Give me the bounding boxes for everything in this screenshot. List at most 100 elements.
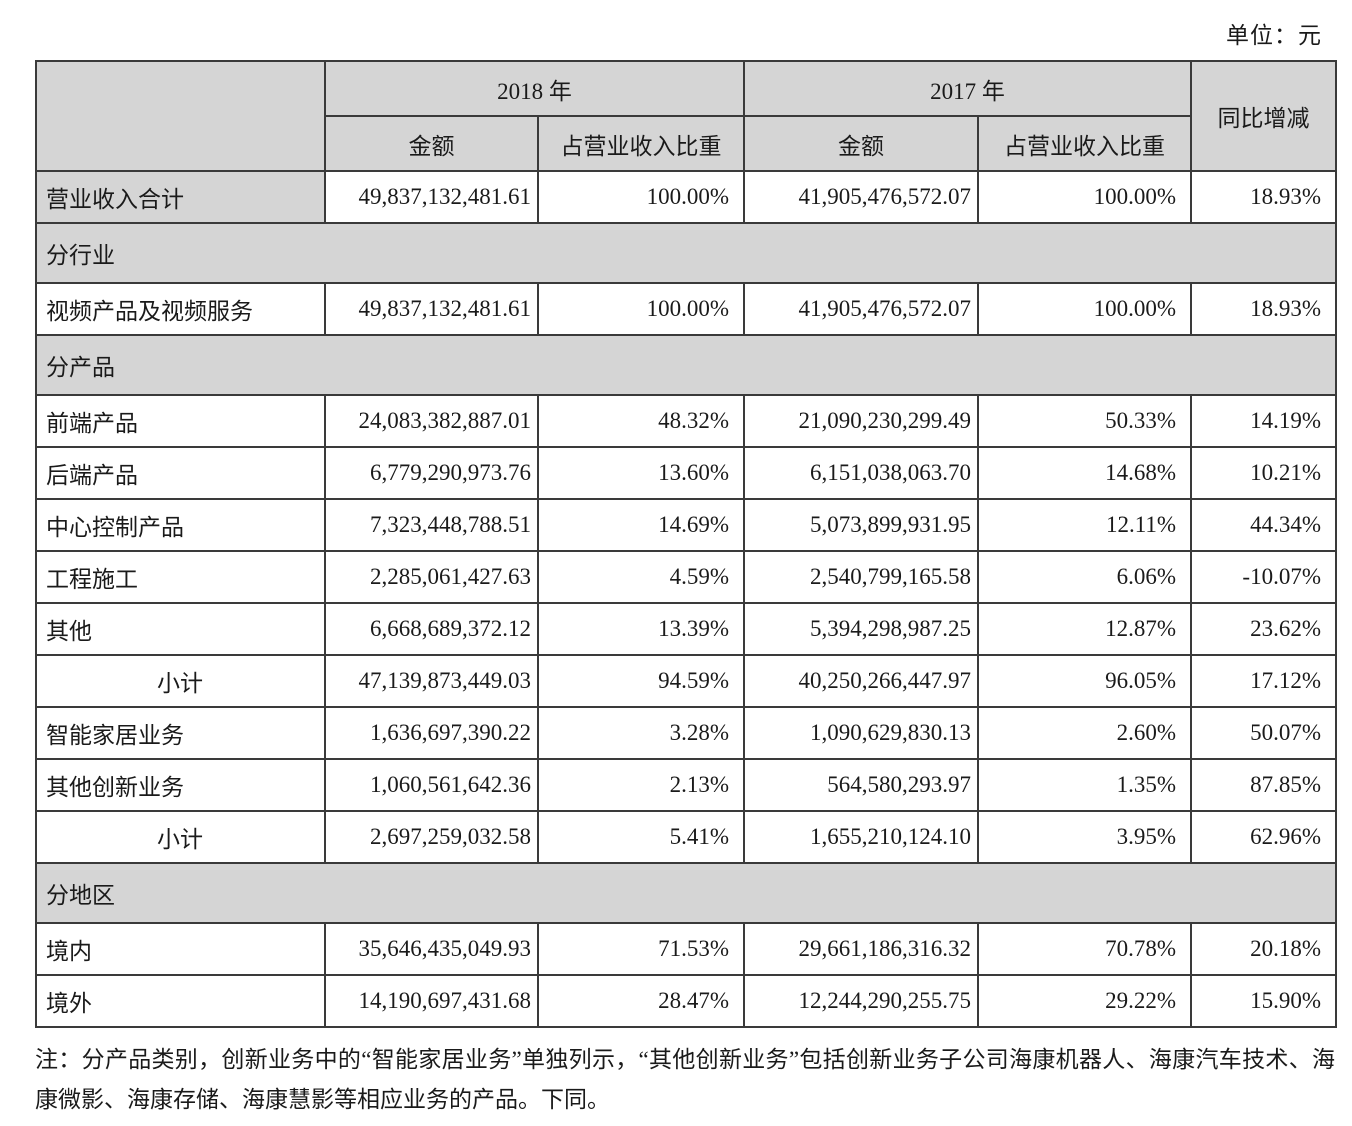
ratio-2018-cell: 13.60% — [537, 446, 745, 500]
amount-2018-cell: 2,285,061,427.63 — [324, 550, 539, 604]
table-row: 后端产品 6,779,290,973.76 13.60% 6,151,038,0… — [35, 446, 1337, 500]
table-row: 其他创新业务 1,060,561,642.36 2.13% 564,580,29… — [35, 758, 1337, 812]
table-row-subtotal: 小计 2,697,259,032.58 5.41% 1,655,210,124.… — [35, 810, 1337, 864]
amount-2017-cell: 12,244,290,255.75 — [743, 974, 979, 1028]
amount-2017-cell: 1,090,629,830.13 — [743, 706, 979, 760]
ratio-2017-cell: 1.35% — [977, 758, 1192, 812]
row-label: 视频产品及视频服务 — [35, 282, 326, 336]
ratio-2017-cell: 29.22% — [977, 974, 1192, 1028]
table-row: 智能家居业务 1,636,697,390.22 3.28% 1,090,629,… — [35, 706, 1337, 760]
header-row-years: 2018 年 2017 年 同比增减 — [35, 60, 1337, 172]
row-label: 工程施工 — [35, 550, 326, 604]
yoy-cell: 44.34% — [1190, 498, 1337, 552]
table-body: 营业收入合计 49,837,132,481.61 100.00% 41,905,… — [35, 170, 1337, 1028]
amount-2018-cell: 49,837,132,481.61 — [324, 170, 539, 224]
section-label: 分地区 — [35, 862, 1337, 924]
ratio-2018-cell: 28.47% — [537, 974, 745, 1028]
row-label: 后端产品 — [35, 446, 326, 500]
section-row-industry: 分行业 — [35, 222, 1337, 284]
ratio-2017-cell: 14.68% — [977, 446, 1192, 500]
footnote: 注：分产品类别，创新业务中的“智能家居业务”单独列示，“其他创新业务”包括创新业… — [35, 1047, 1335, 1112]
unit-label: 单位：元 — [1226, 23, 1322, 48]
header-row-metrics: 金额 占营业收入比重 金额 占营业收入比重 — [36, 115, 1336, 172]
yoy-cell: 10.21% — [1190, 446, 1337, 500]
ratio-2018-cell: 100.00% — [537, 170, 745, 224]
row-label: 境内 — [35, 922, 326, 976]
table-row-subtotal: 小计 47,139,873,449.03 94.59% 40,250,266,4… — [35, 654, 1337, 708]
ratio-2018-cell: 14.69% — [537, 498, 745, 552]
ratio-2018-cell: 71.53% — [537, 922, 745, 976]
year-2018-header: 2018 年 — [324, 60, 745, 117]
ratio-2018-cell: 3.28% — [537, 706, 745, 760]
row-label: 其他 — [35, 602, 326, 656]
yoy-cell: 62.96% — [1190, 810, 1337, 864]
ratio-2017-cell: 100.00% — [977, 170, 1192, 224]
yoy-cell: 18.93% — [1190, 282, 1337, 336]
amount-2017-cell: 21,090,230,299.49 — [743, 394, 979, 448]
ratio-2017-cell: 96.05% — [977, 654, 1192, 708]
ratio-2018-cell: 100.00% — [537, 282, 745, 336]
row-label: 境外 — [35, 974, 326, 1028]
row-label: 智能家居业务 — [35, 706, 326, 760]
row-label: 营业收入合计 — [35, 170, 326, 224]
row-label: 其他创新业务 — [35, 758, 326, 812]
amount-2018-cell: 47,139,873,449.03 — [324, 654, 539, 708]
yoy-cell: 87.85% — [1190, 758, 1337, 812]
amount-2017-cell: 2,540,799,165.58 — [743, 550, 979, 604]
yoy-cell: 23.62% — [1190, 602, 1337, 656]
ratio-2018-cell: 94.59% — [537, 654, 745, 708]
table-row: 中心控制产品 7,323,448,788.51 14.69% 5,073,899… — [35, 498, 1337, 552]
yoy-cell: -10.07% — [1190, 550, 1337, 604]
row-label: 前端产品 — [35, 394, 326, 448]
section-row-product: 分产品 — [35, 334, 1337, 396]
yoy-header: 同比增减 — [1190, 60, 1337, 172]
ratio-2017-header: 占营业收入比重 — [977, 115, 1192, 172]
table-row: 其他 6,668,689,372.12 13.39% 5,394,298,987… — [35, 602, 1337, 656]
amount-2018-cell: 24,083,382,887.01 — [324, 394, 539, 448]
ratio-2018-cell: 4.59% — [537, 550, 745, 604]
amount-2018-cell: 14,190,697,431.68 — [324, 974, 539, 1028]
section-label: 分产品 — [35, 334, 1337, 396]
table-row-total: 营业收入合计 49,837,132,481.61 100.00% 41,905,… — [35, 170, 1337, 224]
table-row: 工程施工 2,285,061,427.63 4.59% 2,540,799,16… — [35, 550, 1337, 604]
row-label: 小计 — [35, 654, 326, 708]
section-label: 分行业 — [35, 222, 1337, 284]
table-header: 2018 年 2017 年 同比增减 金额 占营业收入比重 金额 占营业收入比重 — [35, 60, 1337, 172]
yoy-cell: 14.19% — [1190, 394, 1337, 448]
amount-2018-cell: 35,646,435,049.93 — [324, 922, 539, 976]
ratio-2018-cell: 13.39% — [537, 602, 745, 656]
ratio-2017-cell: 100.00% — [977, 282, 1192, 336]
corner-cell — [35, 60, 326, 172]
amount-2017-header: 金额 — [743, 115, 979, 172]
yoy-cell: 15.90% — [1190, 974, 1337, 1028]
ratio-2018-cell: 5.41% — [537, 810, 745, 864]
yoy-cell: 17.12% — [1190, 654, 1337, 708]
amount-2017-cell: 6,151,038,063.70 — [743, 446, 979, 500]
table-row: 前端产品 24,083,382,887.01 48.32% 21,090,230… — [35, 394, 1337, 448]
amount-2018-cell: 49,837,132,481.61 — [324, 282, 539, 336]
ratio-2017-cell: 70.78% — [977, 922, 1192, 976]
amount-2018-cell: 6,668,689,372.12 — [324, 602, 539, 656]
amount-2018-cell: 1,060,561,642.36 — [324, 758, 539, 812]
ratio-2017-cell: 3.95% — [977, 810, 1192, 864]
amount-2018-cell: 1,636,697,390.22 — [324, 706, 539, 760]
revenue-breakdown-table: 2018 年 2017 年 同比增减 金额 占营业收入比重 金额 占营业收入比重… — [35, 60, 1337, 1028]
ratio-2017-cell: 12.11% — [977, 498, 1192, 552]
amount-2017-cell: 40,250,266,447.97 — [743, 654, 979, 708]
table-row: 视频产品及视频服务 49,837,132,481.61 100.00% 41,9… — [35, 282, 1337, 336]
amount-2017-cell: 564,580,293.97 — [743, 758, 979, 812]
amount-2018-header: 金额 — [324, 115, 539, 172]
ratio-2017-cell: 2.60% — [977, 706, 1192, 760]
amount-2017-cell: 41,905,476,572.07 — [743, 282, 979, 336]
yoy-cell: 20.18% — [1190, 922, 1337, 976]
amount-2017-cell: 29,661,186,316.32 — [743, 922, 979, 976]
year-2017-header: 2017 年 — [743, 60, 1192, 117]
amount-2018-cell: 7,323,448,788.51 — [324, 498, 539, 552]
ratio-2018-header: 占营业收入比重 — [537, 115, 745, 172]
row-label: 小计 — [35, 810, 326, 864]
ratio-2017-cell: 12.87% — [977, 602, 1192, 656]
ratio-2017-cell: 6.06% — [977, 550, 1192, 604]
table-row: 境外 14,190,697,431.68 28.47% 12,244,290,2… — [35, 974, 1337, 1028]
amount-2018-cell: 2,697,259,032.58 — [324, 810, 539, 864]
